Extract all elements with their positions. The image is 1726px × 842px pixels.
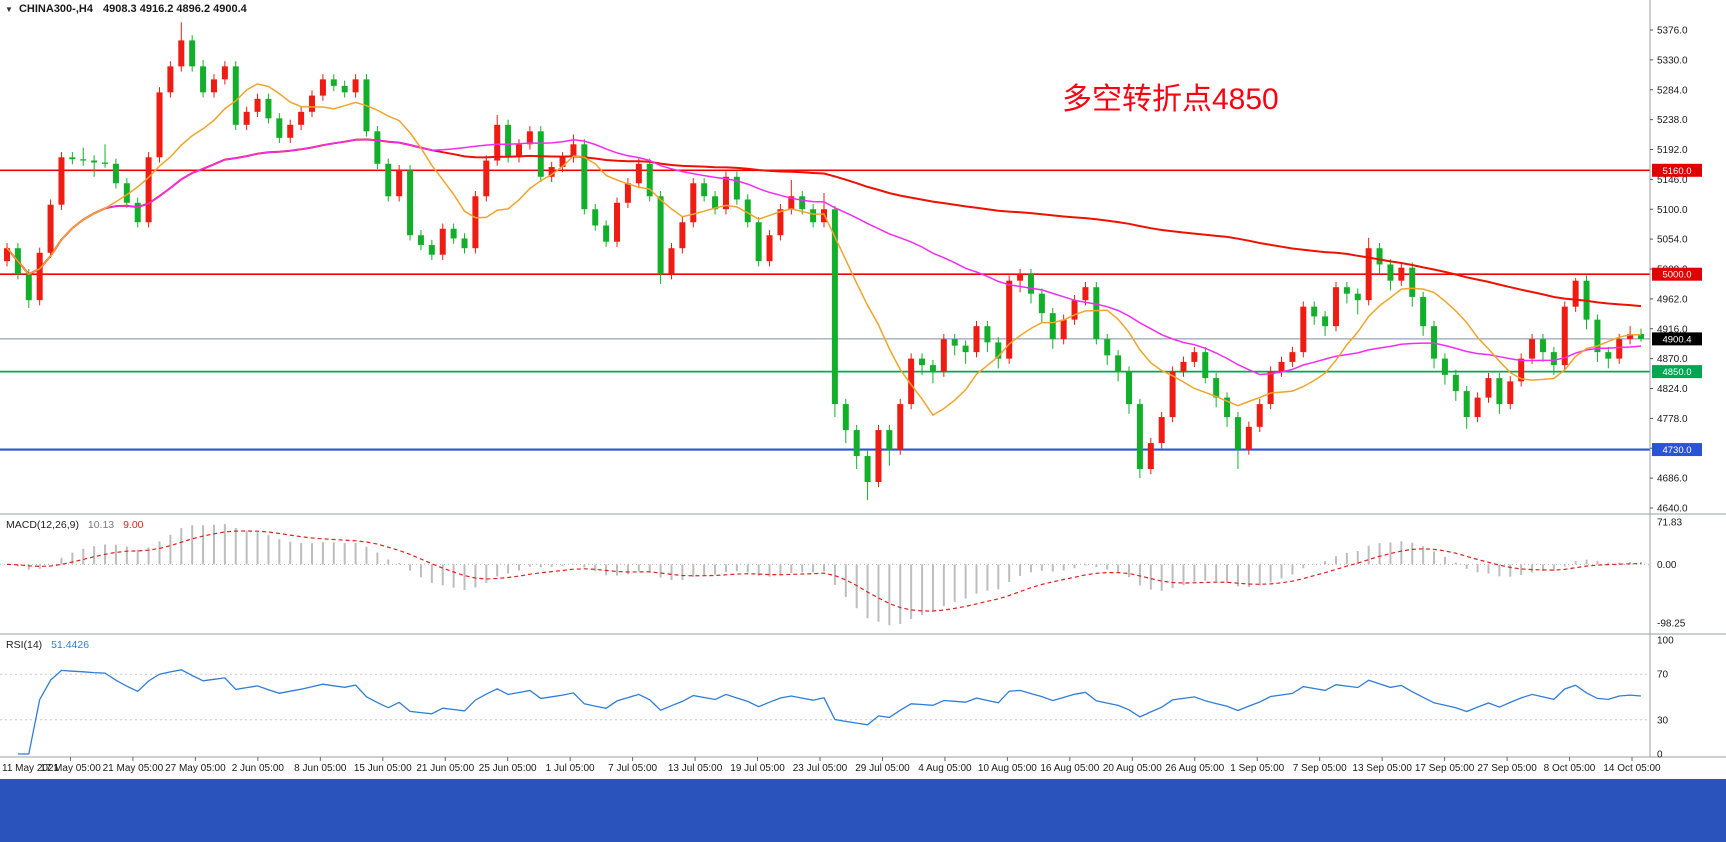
svg-text:7 Sep 05:00: 7 Sep 05:00 <box>1293 763 1347 774</box>
svg-text:70: 70 <box>1657 670 1669 681</box>
svg-text:4900.4: 4900.4 <box>1662 334 1691 345</box>
rsi-value: 51.4426 <box>51 639 90 651</box>
macd-name: MACD(12,26,9) <box>6 519 79 531</box>
svg-text:1 Jul 05:00: 1 Jul 05:00 <box>546 763 595 774</box>
macd-indicator-label: MACD(12,26,9) 10.13 9.00 <box>6 519 150 531</box>
svg-text:5238.0: 5238.0 <box>1657 115 1688 126</box>
svg-text:16 Aug 05:00: 16 Aug 05:00 <box>1040 763 1099 774</box>
ma-line-medium <box>6 138 1642 376</box>
candles-layer <box>4 22 1644 501</box>
svg-text:17 May 05:00: 17 May 05:00 <box>40 763 101 774</box>
svg-text:4778.0: 4778.0 <box>1657 414 1688 425</box>
svg-text:4 Aug 05:00: 4 Aug 05:00 <box>918 763 972 774</box>
svg-text:8 Jun 05:00: 8 Jun 05:00 <box>294 763 347 774</box>
svg-text:-98.25: -98.25 <box>1657 618 1686 629</box>
svg-text:0.00: 0.00 <box>1657 560 1677 571</box>
svg-text:13 Sep 05:00: 13 Sep 05:00 <box>1352 763 1412 774</box>
svg-text:4962.0: 4962.0 <box>1657 294 1688 305</box>
svg-text:100: 100 <box>1657 636 1674 647</box>
svg-text:30: 30 <box>1657 715 1669 726</box>
svg-text:4640.0: 4640.0 <box>1657 504 1688 515</box>
svg-text:13 Jul 05:00: 13 Jul 05:00 <box>668 763 723 774</box>
symbol-timeframe-label: CHINA300-,H4 <box>18 3 93 15</box>
svg-text:15 Jun 05:00: 15 Jun 05:00 <box>354 763 412 774</box>
chart-canvas[interactable]: 5376.0 5330.0 5284.0 5238.0 5192.0 5146.0 5100… <box>0 0 1726 778</box>
svg-text:20 Aug 05:00: 20 Aug 05:00 <box>1103 763 1162 774</box>
chart-annotation: 多空转折点4850 <box>1062 83 1279 116</box>
chart-marker-icon: ▼ <box>5 5 13 14</box>
svg-text:17 Sep 05:00: 17 Sep 05:00 <box>1415 763 1475 774</box>
svg-text:4686.0: 4686.0 <box>1657 474 1688 485</box>
svg-text:4870.0: 4870.0 <box>1657 354 1688 365</box>
svg-text:2 Jun 05:00: 2 Jun 05:00 <box>232 763 285 774</box>
bottom-taskbar[interactable] <box>0 779 1726 842</box>
quote-ohlc-values: 4908.3 4916.2 4896.2 4900.4 <box>103 3 247 15</box>
svg-text:26 Aug 05:00: 26 Aug 05:00 <box>1165 763 1224 774</box>
svg-text:5100.0: 5100.0 <box>1657 205 1688 216</box>
ma-line-fast <box>6 83 1641 417</box>
rsi-name: RSI(14) <box>6 639 43 651</box>
macd-histogram <box>16 523 1642 626</box>
macd-main-value: 10.13 <box>87 519 115 531</box>
svg-text:5376.0: 5376.0 <box>1657 26 1688 37</box>
svg-text:5330.0: 5330.0 <box>1657 55 1688 66</box>
macd-signal-value: 9.00 <box>123 519 144 531</box>
rsi-line <box>17 669 1642 755</box>
svg-text:29 Jul 05:00: 29 Jul 05:00 <box>855 763 910 774</box>
svg-text:5160.0: 5160.0 <box>1662 166 1691 177</box>
price-axis-labels[interactable]: 5376.0 5330.0 5284.0 5238.0 5192.0 5146.0 5100… <box>1650 26 1702 515</box>
svg-text:11 May 2021: 11 May 2021 <box>2 763 60 774</box>
svg-text:4850.0: 4850.0 <box>1662 367 1691 378</box>
svg-text:21 May 05:00: 21 May 05:00 <box>103 763 164 774</box>
svg-text:23 Jul 05:00: 23 Jul 05:00 <box>793 763 848 774</box>
macd-signal-line <box>6 530 1642 612</box>
svg-text:10 Aug 05:00: 10 Aug 05:00 <box>978 763 1037 774</box>
rsi-indicator-label: RSI(14) 51.4426 <box>6 639 95 651</box>
svg-text:5000.0: 5000.0 <box>1662 270 1691 281</box>
svg-text:27 Sep 05:00: 27 Sep 05:00 <box>1477 763 1537 774</box>
svg-text:4730.0: 4730.0 <box>1662 445 1691 456</box>
svg-text:71.83: 71.83 <box>1657 517 1682 528</box>
svg-text:19 Jul 05:00: 19 Jul 05:00 <box>730 763 785 774</box>
svg-text:4916.0: 4916.0 <box>1657 324 1688 335</box>
svg-text:0: 0 <box>1657 750 1663 761</box>
svg-text:8 Oct 05:00: 8 Oct 05:00 <box>1544 763 1596 774</box>
svg-text:25 Jun 05:00: 25 Jun 05:00 <box>479 763 537 774</box>
quote-bar: ▼ CHINA300-,H4 4908.3 4916.2 4896.2 4900… <box>5 3 247 15</box>
svg-text:7 Jul 05:00: 7 Jul 05:00 <box>608 763 657 774</box>
svg-text:5192.0: 5192.0 <box>1657 145 1688 156</box>
svg-text:21 Jun 05:00: 21 Jun 05:00 <box>416 763 474 774</box>
svg-text:5054.0: 5054.0 <box>1657 235 1688 246</box>
price-panel <box>0 22 1650 501</box>
svg-text:5146.0: 5146.0 <box>1657 175 1688 186</box>
svg-text:1 Sep 05:00: 1 Sep 05:00 <box>1230 763 1284 774</box>
svg-text:27 May 05:00: 27 May 05:00 <box>165 763 226 774</box>
svg-text:5284.0: 5284.0 <box>1657 85 1688 96</box>
svg-text:4824.0: 4824.0 <box>1657 384 1688 395</box>
svg-text:14 Oct 05:00: 14 Oct 05:00 <box>1603 763 1661 774</box>
